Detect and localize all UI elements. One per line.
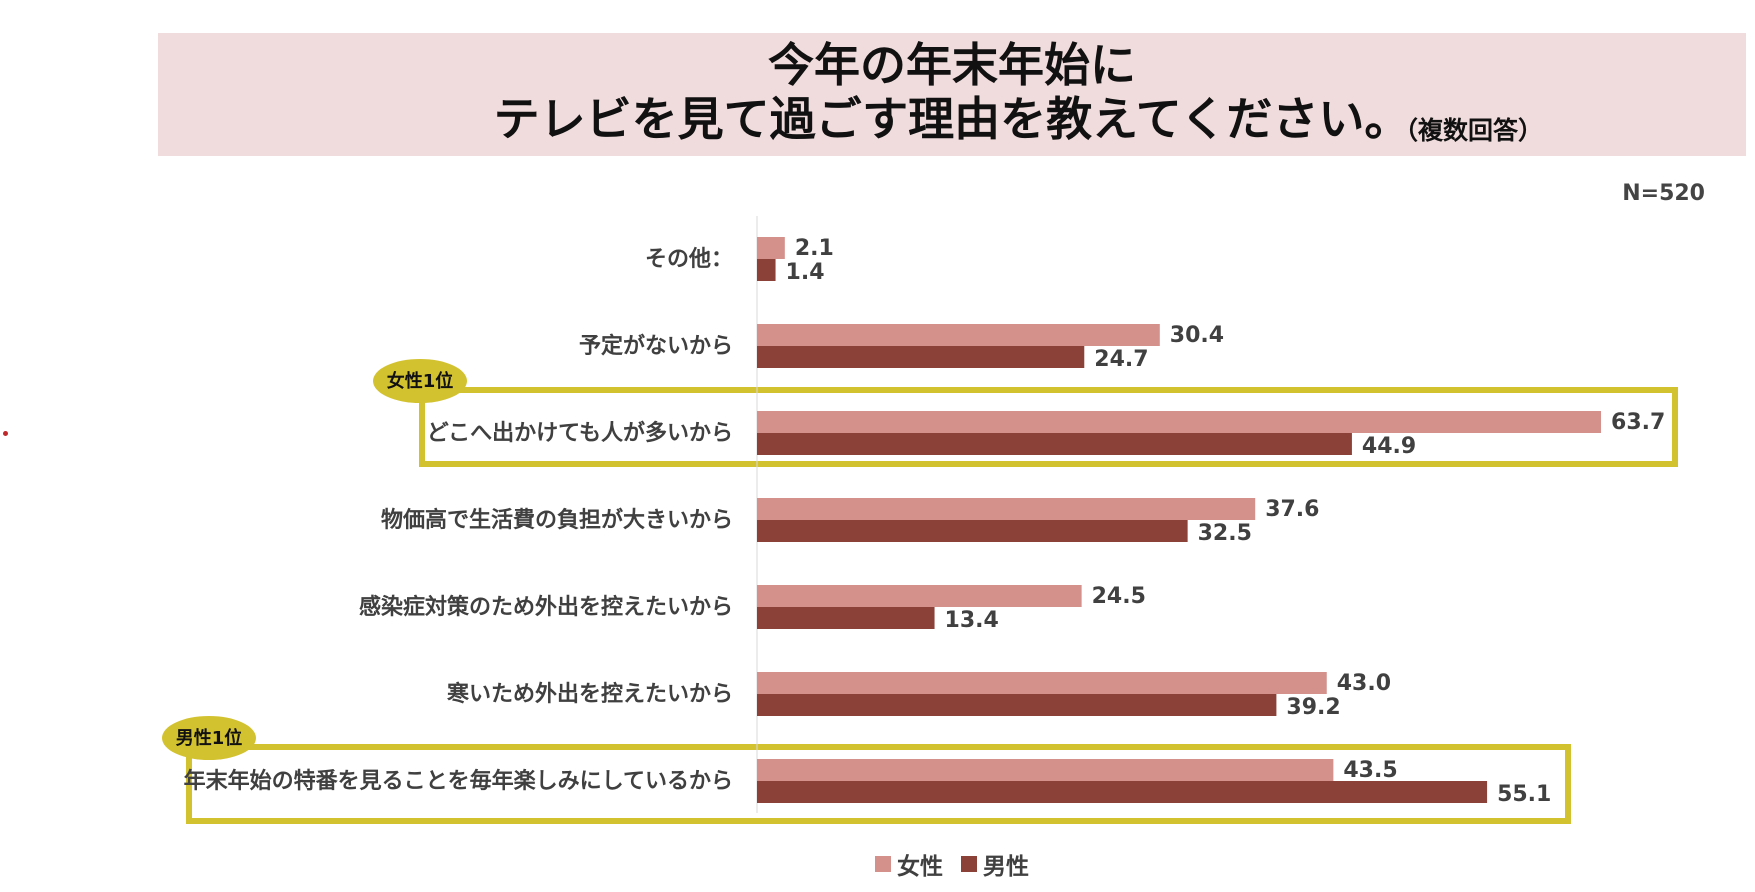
bar-male (757, 346, 1085, 368)
badge-label-female-top: 女性1位 (387, 370, 454, 392)
bar-female (757, 237, 785, 259)
legend-swatch-male (961, 856, 977, 872)
highlight-box-female (419, 387, 1678, 467)
data-label-male: 44.9 (1362, 434, 1416, 459)
data-label-male: 1.4 (786, 260, 825, 285)
bar-female (757, 411, 1602, 433)
legend: 女性 男性 (875, 847, 1029, 881)
badge-female-top (373, 359, 467, 403)
legend-label-female: 女性 (897, 854, 943, 880)
category-label: 感染症対策のため外出を控えたいから (359, 594, 733, 620)
bar-male (757, 433, 1352, 455)
badge-label-male-top: 男性1位 (176, 727, 243, 749)
category-label: どこへ出かけても人が多いから (427, 420, 733, 446)
bar-male (757, 781, 1488, 803)
highlight-box-male (186, 744, 1571, 824)
bar-male (757, 259, 776, 281)
legend-item-female: 女性 (875, 847, 943, 881)
category-label: その他： (645, 247, 733, 272)
badge-male-top (162, 716, 256, 760)
legend-item-male: 男性 (961, 847, 1029, 881)
page-title-line2: テレビを見て過ごす理由を教えてください。 (493, 92, 1411, 146)
data-label-female: 2.1 (795, 236, 834, 261)
data-label-female: 30.4 (1170, 323, 1224, 348)
category-label: 予定がないから (579, 333, 733, 359)
legend-swatch-female (875, 856, 891, 872)
data-label-male: 13.4 (945, 608, 999, 633)
page-title-line1: 今年の年末年始に (768, 38, 1136, 92)
bar-female (757, 324, 1160, 346)
subtitle: （複数回答） (1393, 116, 1544, 145)
red-dot-marker (3, 431, 8, 436)
data-label-male: 24.7 (1094, 347, 1148, 372)
bar-female (757, 672, 1327, 694)
bar-female (757, 585, 1082, 607)
data-label-male: 32.5 (1198, 521, 1252, 546)
data-label-female: 37.6 (1265, 497, 1319, 522)
sample-size-label: N=520 (1622, 181, 1705, 206)
title-band: 今年の年末年始に テレビを見て過ごす理由を教えてください。 (158, 33, 1746, 156)
data-label-female: 24.5 (1092, 584, 1146, 609)
data-label-female: 63.7 (1611, 410, 1665, 435)
data-label-male: 55.1 (1497, 782, 1551, 807)
category-label: 寒いため外出を控えたいから (447, 681, 733, 707)
data-label-male: 39.2 (1286, 695, 1340, 720)
bar-male (757, 520, 1188, 542)
legend-label-male: 男性 (983, 854, 1029, 880)
category-label: 物価高で生活費の負担が大きいから (381, 507, 733, 533)
data-label-female: 43.0 (1337, 671, 1391, 696)
bar-female (757, 498, 1256, 520)
category-label: 年末年始の特番を見ることを毎年楽しみにしているから (184, 768, 733, 794)
data-label-female: 43.5 (1343, 758, 1397, 783)
bar-female (757, 759, 1334, 781)
bar-male (757, 607, 935, 629)
bar-male (757, 694, 1277, 716)
